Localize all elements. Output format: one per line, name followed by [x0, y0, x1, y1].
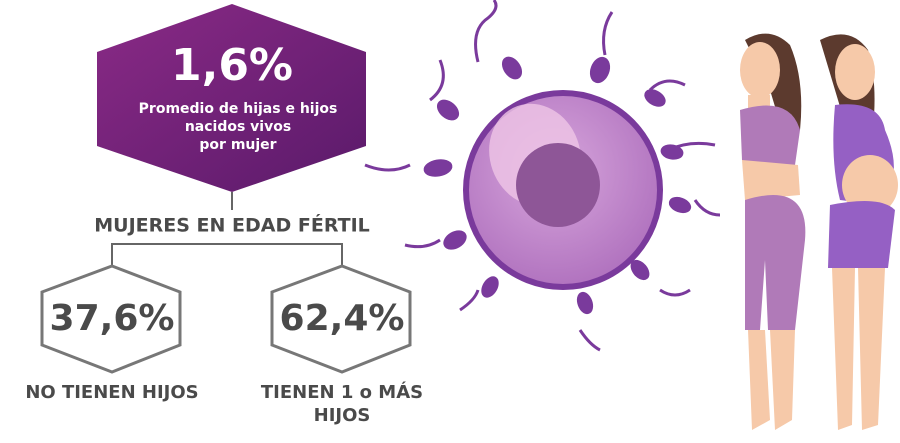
header-caption: nacidos vivos [185, 119, 291, 135]
connector [112, 244, 342, 268]
stat-label: HIJOS [314, 405, 371, 426]
stat-value: 37,6% [50, 298, 175, 339]
infographic: 1,6% Promedio de hijas e hijos nacidos v… [0, 0, 900, 443]
stat-label: NO TIENEN HIJOS [25, 382, 198, 403]
woman-figure [820, 34, 898, 430]
woman-figure [740, 34, 805, 430]
header-caption: por mujer [199, 137, 276, 153]
group-title: MUJERES EN EDAD FÉRTIL [94, 214, 370, 237]
stat-value: 62,4% [280, 298, 405, 339]
stat-label: TIENEN 1 o MÁS [261, 381, 423, 403]
header-caption: Promedio de hijas e hijos [139, 101, 338, 117]
header-hexagon [97, 4, 366, 192]
header-value: 1,6% [171, 40, 293, 91]
egg-nucleus [516, 143, 600, 227]
